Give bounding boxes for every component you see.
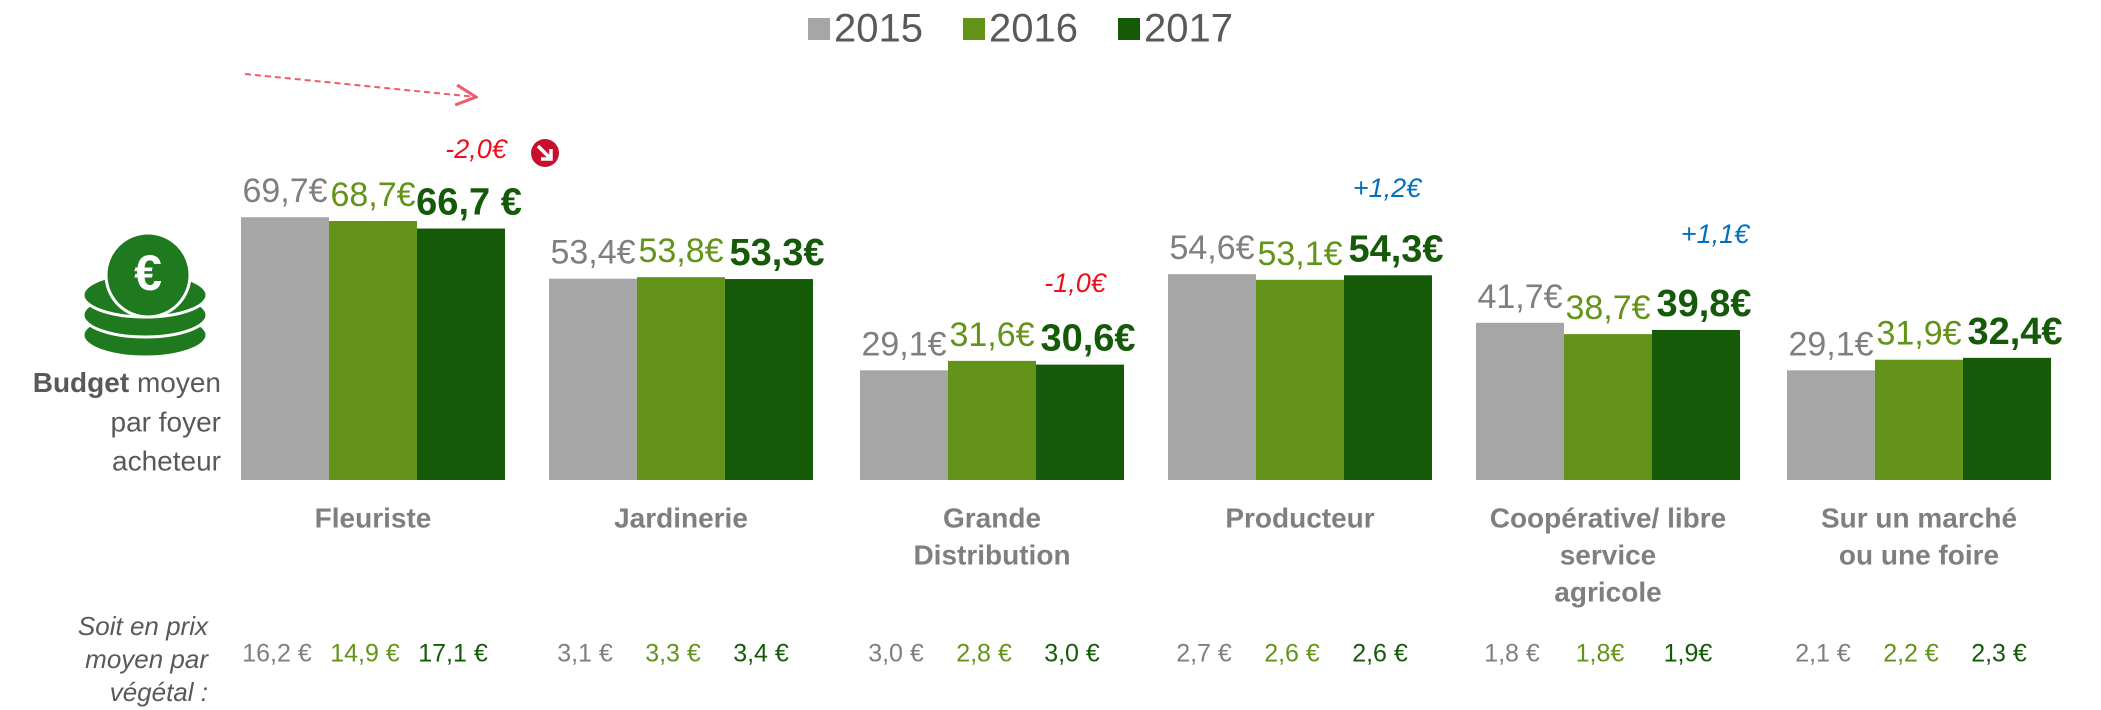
bar [860, 370, 948, 480]
y-axis-label: acheteur [112, 445, 221, 476]
bar [1875, 359, 1963, 480]
annotation: -2,0€ [445, 134, 509, 164]
value-label: 66,7 € [416, 182, 522, 224]
price-label: 3,3 € [645, 640, 701, 668]
annotation: -1,0€ [1044, 268, 1108, 298]
trend-arrow [244, 73, 476, 97]
bar [1476, 322, 1564, 480]
price-label: 2,3 € [1971, 640, 2027, 668]
category-label: Fleuriste [315, 502, 432, 533]
bar [241, 217, 329, 480]
svg-text:€: € [134, 245, 162, 301]
price-label: 3,0 € [1044, 640, 1100, 668]
price-label: 1,8€ [1576, 640, 1625, 668]
value-label: 53,3€ [729, 232, 824, 274]
category-label: service [1560, 539, 1657, 570]
bar [1564, 334, 1652, 480]
bar [1256, 279, 1344, 480]
down-icon [531, 139, 559, 167]
value-label: 30,6€ [1040, 318, 1135, 360]
price-label: 3,0 € [868, 640, 924, 668]
category-label: ou une foire [1839, 539, 1999, 570]
price-label: 1,8 € [1484, 640, 1540, 668]
price-label: 2,7 € [1176, 640, 1232, 668]
category-label: agricole [1554, 576, 1661, 607]
bar [1787, 370, 1875, 480]
category-label: Sur un marché [1821, 502, 2017, 533]
legend-swatch [963, 18, 985, 40]
price-row-label: Soit en prix [78, 611, 209, 641]
annotation: +1,2€ [1353, 173, 1423, 203]
bar [1652, 329, 1740, 480]
value-label: 31,9€ [1876, 315, 1961, 353]
value-label: 31,6€ [949, 316, 1034, 354]
annotation: +1,1€ [1681, 219, 1751, 249]
value-label: 53,1€ [1257, 235, 1342, 273]
value-label: 53,8€ [638, 232, 723, 270]
value-label: 53,4€ [550, 234, 635, 272]
y-label-part: moyen [129, 367, 221, 398]
category-label: Grande [943, 502, 1041, 533]
bar [637, 277, 725, 480]
value-label: 32,4€ [1967, 311, 2062, 353]
value-label: 69,7€ [242, 172, 327, 210]
bar [329, 221, 417, 480]
legend-swatch [808, 18, 830, 40]
bar [417, 228, 505, 480]
bar [1168, 274, 1256, 480]
value-label: 54,6€ [1169, 229, 1254, 267]
bar [1344, 275, 1432, 480]
legend-label: 2015 [834, 7, 923, 51]
category-label: Jardinerie [614, 502, 748, 533]
legend-label: 2017 [1144, 7, 1233, 51]
price-label: 14,9 € [330, 640, 400, 668]
y-axis-label: Budget moyen [33, 367, 221, 398]
value-label: 39,8€ [1656, 283, 1751, 325]
value-label: 41,7€ [1477, 278, 1562, 316]
category-label: Producteur [1225, 502, 1374, 533]
price-label: 2,6 € [1352, 640, 1408, 668]
category-label: Distribution [913, 539, 1070, 570]
bar [725, 279, 813, 480]
bar [1036, 364, 1124, 480]
value-label: 54,3€ [1348, 228, 1443, 270]
legend-swatch [1118, 18, 1140, 40]
bar [549, 278, 637, 480]
value-label: 29,1€ [861, 325, 946, 363]
value-label: 38,7€ [1565, 289, 1650, 327]
y-axis-label: par foyer [111, 406, 222, 437]
price-label: 2,8 € [956, 640, 1012, 668]
price-label: 2,6 € [1264, 640, 1320, 668]
price-label: 1,9€ [1664, 640, 1713, 668]
bar [948, 360, 1036, 480]
price-label: 3,1 € [557, 640, 613, 668]
price-label: 16,2 € [242, 640, 312, 668]
price-label: 3,4 € [733, 640, 789, 668]
price-row-label: moyen par [85, 644, 209, 674]
price-label: 2,2 € [1883, 640, 1939, 668]
value-label: 68,7€ [330, 176, 415, 214]
price-label: 17,1 € [418, 640, 488, 668]
coins-icon: € [81, 231, 209, 359]
legend-label: 2016 [989, 7, 1078, 51]
value-label: 29,1€ [1788, 325, 1873, 363]
bar [1963, 357, 2051, 480]
y-label-bold: Budget [33, 367, 129, 398]
price-label: 2,1 € [1795, 640, 1851, 668]
category-label: Coopérative/ libre [1490, 502, 1727, 533]
price-row-label: végétal : [110, 677, 208, 707]
